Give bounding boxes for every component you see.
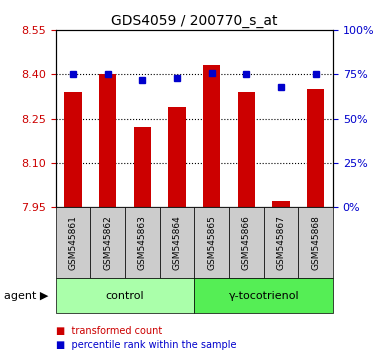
Text: control: control [106,291,144,301]
Text: GSM545867: GSM545867 [276,215,286,270]
Text: GSM545863: GSM545863 [138,215,147,270]
Text: GSM545868: GSM545868 [311,215,320,270]
Text: GSM545861: GSM545861 [69,215,78,270]
Bar [273,201,290,207]
Bar [64,92,82,207]
Text: GSM545864: GSM545864 [172,215,182,270]
Bar [134,127,151,207]
Text: γ-tocotrienol: γ-tocotrienol [228,291,299,301]
Bar [203,65,220,207]
Text: ■  transformed count: ■ transformed count [56,326,162,336]
Bar [307,89,324,207]
Text: GSM545862: GSM545862 [103,215,112,270]
Text: GSM545865: GSM545865 [207,215,216,270]
Bar [99,74,116,207]
Text: GSM545866: GSM545866 [242,215,251,270]
Bar [238,92,255,207]
Bar [169,107,186,207]
Text: agent ▶: agent ▶ [4,291,48,301]
Title: GDS4059 / 200770_s_at: GDS4059 / 200770_s_at [111,14,278,28]
Text: ■  percentile rank within the sample: ■ percentile rank within the sample [56,340,236,350]
